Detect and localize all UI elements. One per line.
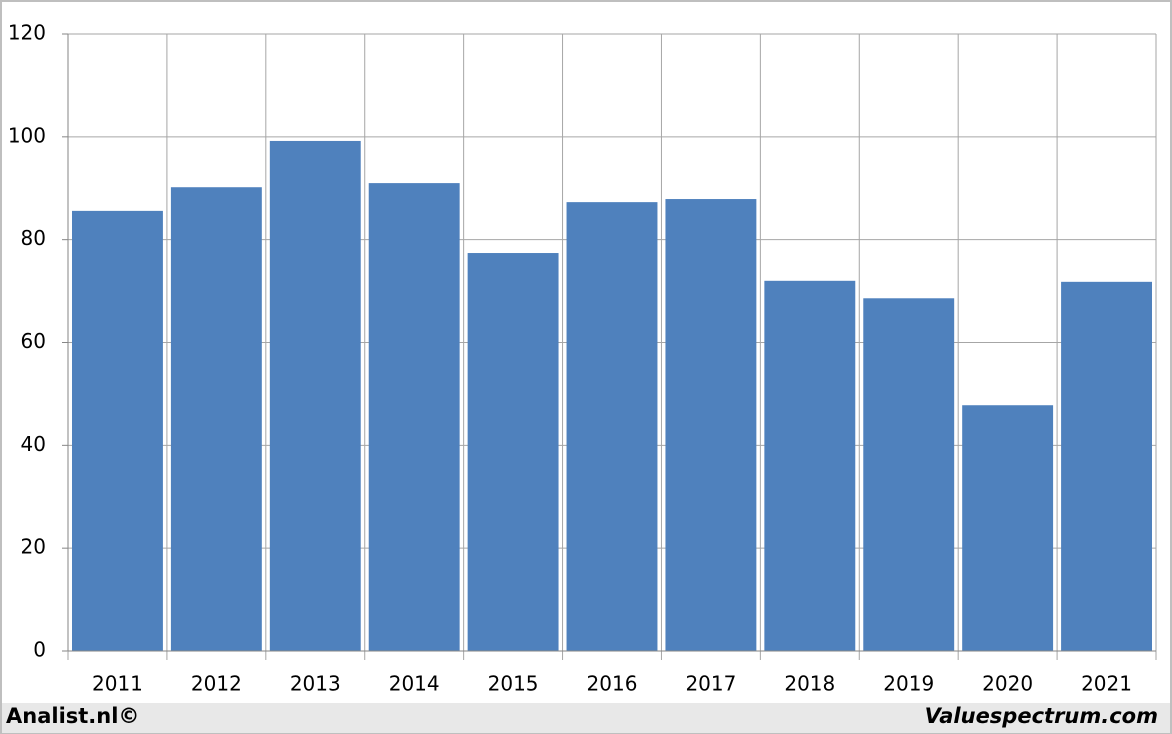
y-tick-label: 120 (8, 21, 46, 45)
x-tick-label: 2015 (488, 672, 539, 696)
bar (1061, 281, 1152, 651)
bar (368, 183, 460, 651)
footer-right: Valuespectrum.com (925, 704, 1158, 728)
bar (764, 280, 856, 651)
bar (962, 405, 1054, 651)
y-tick-label: 40 (21, 432, 46, 456)
x-tick-label: 2018 (784, 672, 835, 696)
footer-left: Analist.nl© (6, 704, 139, 728)
bar (269, 140, 361, 652)
footer-band (2, 703, 1170, 733)
y-tick-label: 0 (33, 638, 46, 662)
x-tick-label: 2017 (685, 672, 736, 696)
x-tick-label: 2014 (389, 672, 440, 696)
x-tick-label: 2011 (92, 672, 143, 696)
y-tick-label: 20 (21, 535, 46, 559)
y-tick-label: 100 (8, 123, 46, 147)
x-tick-label: 2012 (191, 672, 242, 696)
bar (170, 187, 262, 651)
x-tick-label: 2019 (883, 672, 934, 696)
x-tick-label: 2013 (290, 672, 341, 696)
x-tick-label: 2016 (587, 672, 638, 696)
bar (665, 199, 757, 652)
bar (566, 202, 658, 651)
bar (467, 253, 559, 651)
y-tick-label: 80 (21, 226, 46, 250)
y-tick-label: 60 (21, 329, 46, 353)
x-tick-label: 2020 (982, 672, 1033, 696)
x-tick-label: 2021 (1081, 672, 1132, 696)
bar (863, 298, 955, 651)
bar (72, 210, 163, 651)
